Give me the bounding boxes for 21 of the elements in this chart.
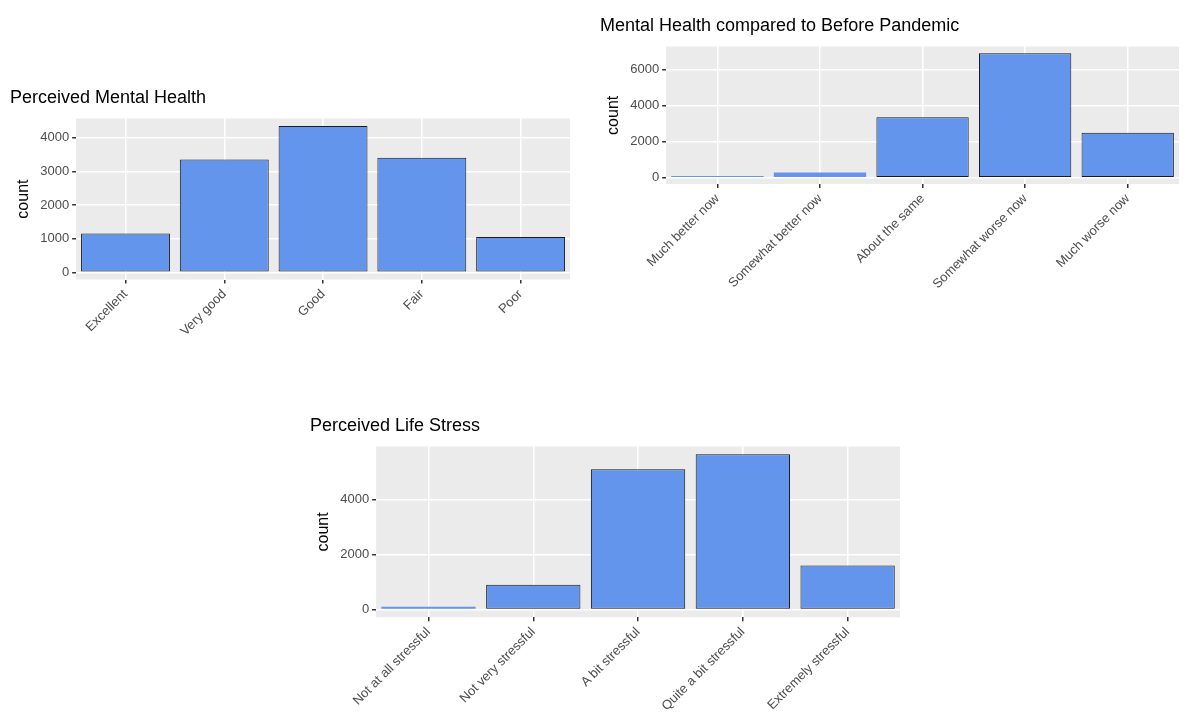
y-tick-label: 0 xyxy=(651,169,660,185)
y-tick-label: 2000 xyxy=(340,546,370,562)
y-tick-label: 6000 xyxy=(630,61,660,77)
y-axis-title: count xyxy=(604,95,622,135)
chart-title: Perceived Mental Health xyxy=(10,86,207,107)
chart-title: Mental Health compared to Before Pandemic xyxy=(600,14,960,35)
y-tick-label: 0 xyxy=(61,263,70,279)
y-tick-label: 4000 xyxy=(40,129,70,145)
y-tick-label: 4000 xyxy=(340,491,370,507)
bar xyxy=(381,606,476,609)
y-tick-label: 4000 xyxy=(630,97,660,113)
y-tick-label: 2000 xyxy=(630,133,660,149)
y-tick-label: 2000 xyxy=(40,196,70,212)
y-tick-label: 0 xyxy=(361,601,370,617)
y-axis-title: count xyxy=(314,511,332,552)
bar xyxy=(773,172,867,178)
x-tick-label: Fair xyxy=(400,285,427,313)
y-axis-title: count xyxy=(14,178,32,219)
chart-title: Perceived Life Stress xyxy=(310,414,481,435)
y-tick-label: 1000 xyxy=(40,230,70,246)
y-tick-label: 3000 xyxy=(40,162,70,178)
